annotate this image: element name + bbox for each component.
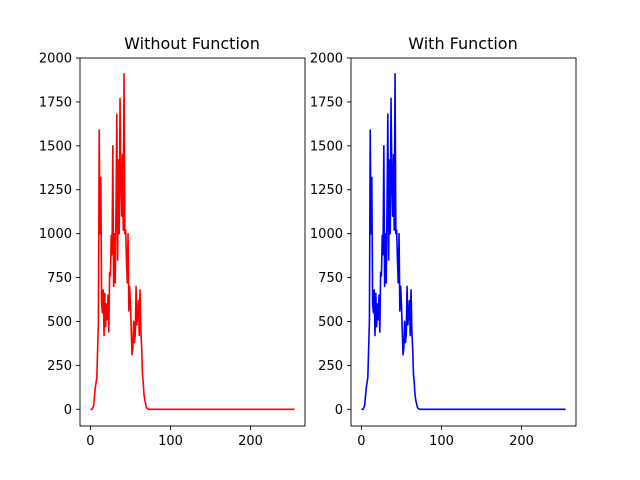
y-tick-label: 250: [318, 359, 343, 374]
y-tick-label: 1750: [39, 95, 72, 110]
x-tick-label: 200: [238, 434, 263, 449]
y-tick-label: 500: [318, 315, 343, 330]
axes-frame: [79, 57, 306, 427]
series-line-0: [90, 73, 295, 411]
y-tick-label: 1750: [310, 95, 343, 110]
y-tick-label: 1250: [310, 183, 343, 198]
y-tick-label: 0: [64, 403, 72, 418]
y-tick-label: 0: [335, 403, 343, 418]
series-line-0: [361, 73, 566, 411]
y-tick-label: 750: [47, 271, 72, 286]
y-tick-label: 250: [47, 359, 72, 374]
axes-frame: [350, 57, 577, 427]
y-tick-label: 1500: [310, 139, 343, 154]
y-tick-label: 1250: [39, 183, 72, 198]
subplot-title: With Function: [408, 34, 517, 53]
x-tick-label: 0: [357, 434, 365, 449]
subplot-title: Without Function: [124, 34, 260, 53]
x-tick-label: 0: [86, 434, 94, 449]
y-tick-label: 2000: [310, 52, 343, 67]
x-tick-label: 100: [158, 434, 183, 449]
y-tick-label: 2000: [39, 52, 72, 67]
y-tick-label: 750: [318, 271, 343, 286]
y-tick-label: 500: [47, 315, 72, 330]
x-tick-label: 200: [509, 434, 534, 449]
y-tick-label: 1500: [39, 139, 72, 154]
subplot-with-function: With Function 02505007501000125015001750…: [310, 34, 577, 449]
y-tick-label: 1000: [39, 227, 72, 242]
x-tick-label: 100: [429, 434, 454, 449]
subplot-without-function: Without Function 02505007501000125015001…: [39, 34, 306, 449]
y-tick-label: 1000: [310, 227, 343, 242]
